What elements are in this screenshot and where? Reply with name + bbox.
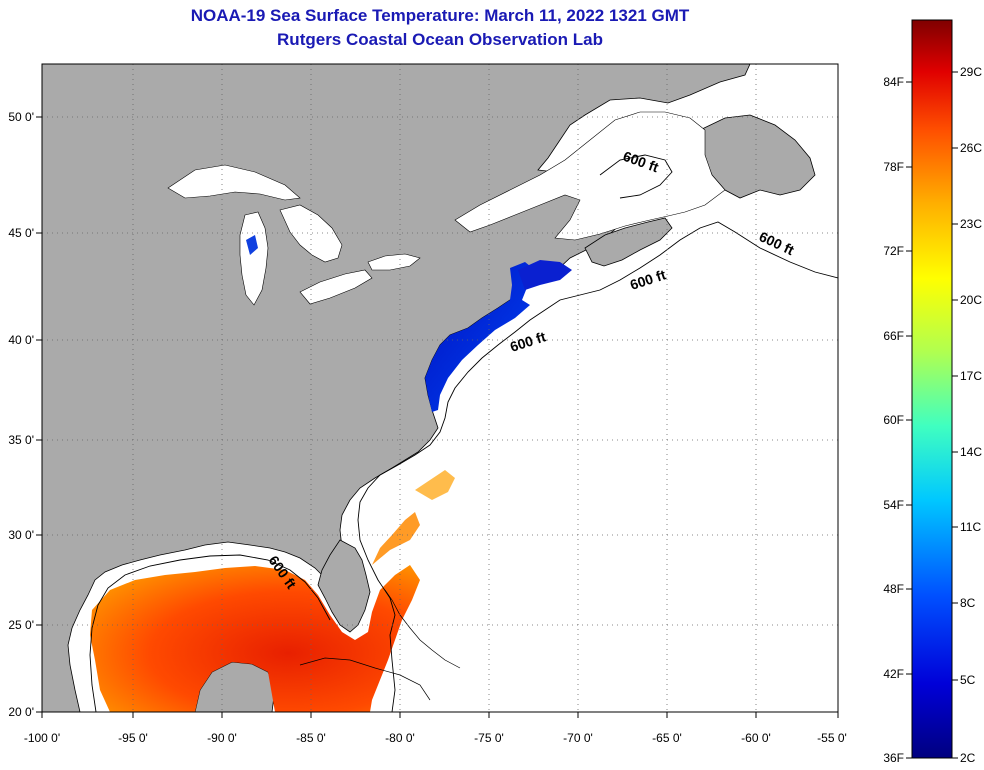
sst-cold-lake-michigan xyxy=(246,235,258,255)
color-bar: 36F 42F 48F 54F 60F 66F 72F 78F 84F 2C 5… xyxy=(883,19,982,765)
lon-tick-label: -80 0' xyxy=(385,731,415,745)
lon-tick-label: -100 0' xyxy=(24,731,60,745)
land-florida xyxy=(317,539,371,633)
isobath-600ft-st-lawrence xyxy=(599,154,673,199)
lon-tick-label: -95 0' xyxy=(118,731,148,745)
colorbar-f-label: 72F xyxy=(883,244,904,258)
land-nova-scotia xyxy=(584,217,673,267)
lon-axis: -100 0' -95 0' -90 0' -85 0' -80 0' -75 … xyxy=(24,712,847,745)
colorbar-c-label: 17C xyxy=(960,369,982,383)
colorbar-c-label: 8C xyxy=(960,596,976,610)
colorbar-f-label: 54F xyxy=(883,498,904,512)
colorbar-c-label: 20C xyxy=(960,293,982,307)
lake-superior xyxy=(167,164,301,201)
map-subtitle: Rutgers Coastal Ocean Observation Lab xyxy=(277,30,603,49)
lon-tick-label: -55 0' xyxy=(817,731,847,745)
lake-huron xyxy=(279,204,343,263)
sst-warm-gulf-stream xyxy=(372,512,420,565)
lat-tick-label: 35 0' xyxy=(8,433,34,447)
map-title: NOAA-19 Sea Surface Temperature: March 1… xyxy=(190,6,690,25)
colorbar-f-label: 60F xyxy=(883,413,904,427)
colorbar-c-label: 11C xyxy=(960,520,981,534)
gulf-of-st-lawrence xyxy=(454,111,726,241)
sst-cold-shelf xyxy=(425,262,535,412)
colorbar-f-label: 66F xyxy=(883,329,904,343)
lon-tick-label: -75 0' xyxy=(474,731,504,745)
lon-tick-label: -70 0' xyxy=(563,731,593,745)
lat-tick-label: 25 0' xyxy=(8,618,34,632)
colorbar-c-label: 2C xyxy=(960,751,976,765)
lat-tick-label: 45 0' xyxy=(8,226,34,240)
colorbar-c-label: 26C xyxy=(960,141,982,155)
colorbar-c-label: 5C xyxy=(960,673,976,687)
sst-warm-gulf xyxy=(90,565,420,712)
colorbar-f-label: 42F xyxy=(883,667,904,681)
sst-warm-patches xyxy=(415,470,455,500)
island-cuba xyxy=(299,657,431,701)
lat-tick-label: 20 0' xyxy=(8,705,34,719)
isobath-600ft-atlantic xyxy=(357,221,838,712)
colorbar-f-label: 48F xyxy=(883,582,904,596)
sst-cold-gulf-of-maine xyxy=(518,260,572,290)
lake-michigan xyxy=(239,211,269,306)
colorbar-f-label: 84F xyxy=(883,75,904,89)
colorbar-f-label: 78F xyxy=(883,160,904,174)
isobath-600ft-gulf xyxy=(89,554,331,712)
lon-tick-label: -85 0' xyxy=(296,731,326,745)
color-scale xyxy=(911,19,953,759)
lat-tick-label: 30 0' xyxy=(8,528,34,542)
lat-axis: 20 0' 25 0' 30 0' 35 0' 40 0' 45 0' 50 0… xyxy=(8,110,42,719)
lake-ontario xyxy=(367,253,421,271)
colorbar-c-label: 23C xyxy=(960,217,982,231)
map-frame xyxy=(41,63,839,713)
lat-tick-label: 40 0' xyxy=(8,333,34,347)
colorbar-c-label: 29C xyxy=(960,65,982,79)
lat-tick-label: 50 0' xyxy=(8,110,34,124)
colorbar-f-label: 36F xyxy=(883,751,904,765)
islands-bahamas xyxy=(384,589,461,669)
lon-tick-label: -65 0' xyxy=(652,731,682,745)
colorbar-c-label: 14C xyxy=(960,445,982,459)
map-grid xyxy=(42,64,838,712)
lon-tick-label: -60 0' xyxy=(741,731,771,745)
lon-tick-label: -90 0' xyxy=(207,731,237,745)
lake-erie xyxy=(299,269,373,305)
